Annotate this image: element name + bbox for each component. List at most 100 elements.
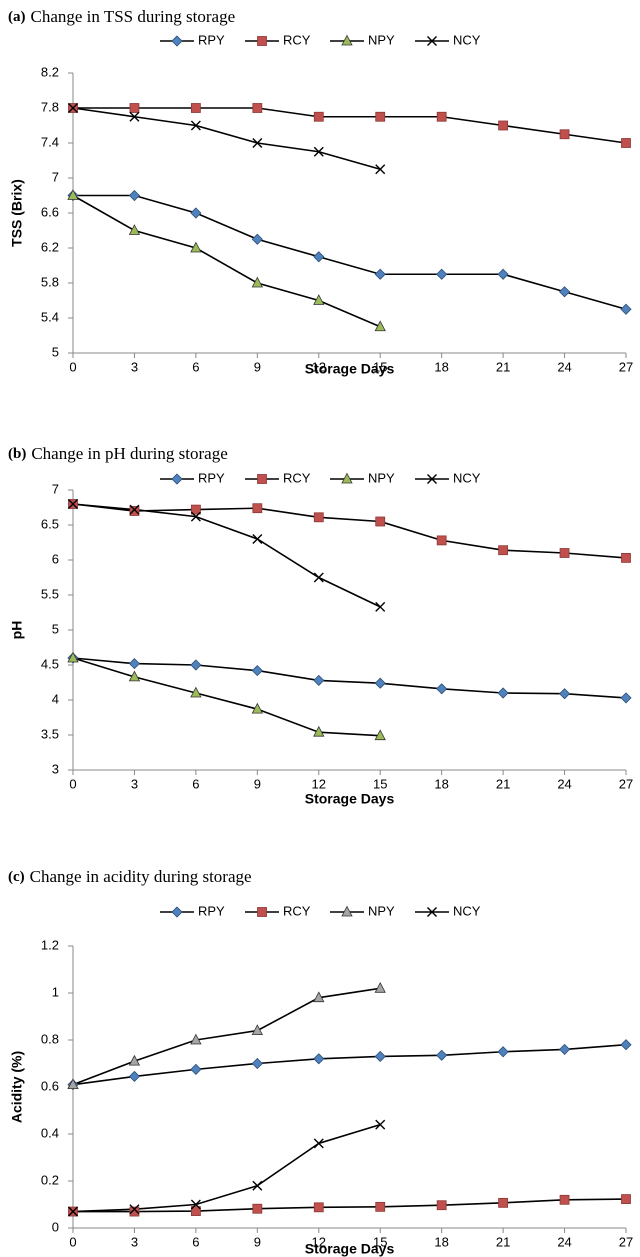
legend-label: RCY <box>283 32 311 47</box>
marker <box>190 1199 201 1210</box>
marker <box>68 1206 78 1217</box>
series-line <box>72 503 627 559</box>
panel-label: (b) <box>8 446 26 462</box>
series-line <box>73 107 627 144</box>
marker-shape <box>559 1194 570 1205</box>
marker <box>374 981 386 993</box>
marker <box>559 129 570 140</box>
marker <box>251 233 263 245</box>
marker <box>374 729 386 741</box>
marker-shape <box>128 1054 141 1066</box>
marker-shape <box>68 103 78 113</box>
x-axis-title: Storage Days <box>305 791 395 807</box>
marker-shape <box>436 535 447 546</box>
x-tick-label: 18 <box>434 1234 448 1249</box>
marker-shape <box>558 688 571 700</box>
marker <box>498 545 509 556</box>
marker-shape <box>129 111 140 122</box>
marker-shape <box>257 474 267 484</box>
marker-shape <box>251 665 263 677</box>
marker-shape <box>67 189 79 200</box>
marker <box>621 138 631 148</box>
x-tick-label: 27 <box>619 359 633 374</box>
legend-label: NPY <box>368 470 395 485</box>
marker <box>128 658 141 670</box>
marker <box>190 504 201 515</box>
x-tick-label: 21 <box>496 776 510 791</box>
marker-shape <box>251 702 263 714</box>
marker <box>128 1070 141 1082</box>
marker <box>313 1202 324 1213</box>
marker <box>498 1197 509 1208</box>
x-tick-label: 3 <box>131 776 138 791</box>
marker <box>251 1057 263 1070</box>
marker-shape <box>620 303 632 315</box>
marker-shape <box>341 472 353 484</box>
panel-label: (a) <box>8 9 26 25</box>
marker <box>171 906 183 918</box>
marker <box>251 1024 263 1035</box>
x-tick-label: 27 <box>619 776 633 791</box>
marker-shape <box>252 138 263 148</box>
x-tick-label: 0 <box>69 359 76 374</box>
y-tick-label: 0.6 <box>41 1078 59 1093</box>
legend-label: NPY <box>368 32 395 47</box>
marker <box>436 683 448 695</box>
series-line <box>72 987 381 1086</box>
marker <box>341 34 353 46</box>
marker-shape <box>313 725 325 737</box>
marker-shape <box>190 1199 201 1210</box>
series-line <box>72 503 381 608</box>
marker-shape <box>375 601 386 612</box>
x-tick-label: 21 <box>496 1234 510 1249</box>
marker <box>67 651 79 663</box>
marker-shape <box>129 1204 140 1215</box>
y-tick-label: 0.8 <box>41 1031 59 1046</box>
series-line <box>72 1123 381 1213</box>
marker <box>190 207 202 219</box>
marker <box>497 268 509 280</box>
marker <box>375 601 386 612</box>
x-tick-label: 6 <box>192 1234 199 1249</box>
marker-shape <box>313 1202 324 1213</box>
marker <box>621 553 631 563</box>
marker <box>128 670 141 682</box>
marker-shape <box>252 503 263 514</box>
x-tick-label: 3 <box>131 359 138 374</box>
marker <box>252 138 263 148</box>
x-tick-label: 24 <box>557 359 571 374</box>
series-line <box>73 1198 627 1213</box>
marker-shape <box>497 687 509 699</box>
marker <box>68 499 78 509</box>
marker <box>436 111 447 122</box>
chart-title: (c) Change in acidity during storage <box>8 867 252 886</box>
marker <box>252 534 263 544</box>
marker <box>171 473 183 485</box>
marker <box>171 35 183 47</box>
marker <box>313 294 325 305</box>
legend-label: NCY <box>453 903 481 918</box>
marker-shape <box>171 473 183 485</box>
marker-shape <box>436 268 448 280</box>
marker-shape <box>497 1046 509 1058</box>
series-line <box>72 194 381 328</box>
y-tick-label: 5.8 <box>41 274 59 289</box>
y-tick-label: 5 <box>52 621 59 636</box>
x-tick-label: 18 <box>434 776 448 791</box>
legend-label: NPY <box>368 903 395 918</box>
marker <box>436 268 448 280</box>
marker <box>128 189 141 202</box>
marker <box>190 1206 201 1216</box>
marker-shape <box>374 677 386 689</box>
marker <box>620 1039 632 1051</box>
marker-shape <box>257 36 267 46</box>
marker-shape <box>128 1070 141 1082</box>
marker-shape <box>257 907 267 917</box>
y-tick-label: 1.2 <box>41 937 59 952</box>
x-tick-label: 9 <box>254 359 261 374</box>
marker <box>257 474 267 484</box>
marker <box>190 686 202 698</box>
marker-shape <box>313 111 324 122</box>
legend-label: RPY <box>198 470 225 485</box>
x-tick-label: 6 <box>192 776 199 791</box>
